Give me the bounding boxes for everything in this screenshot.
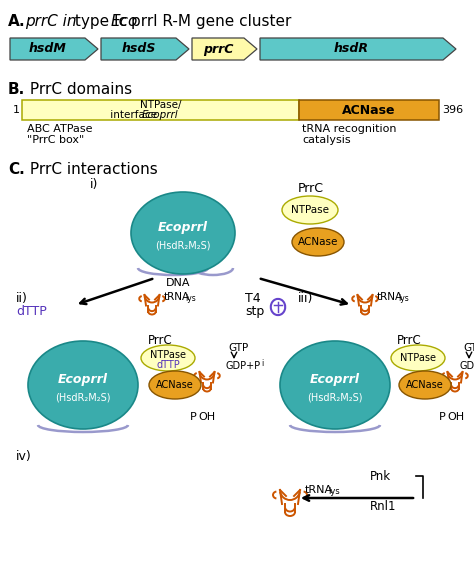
Text: GTP: GTP	[228, 343, 248, 353]
Text: Pnk: Pnk	[370, 469, 391, 483]
Text: NTPase: NTPase	[291, 205, 329, 215]
Text: GDP+P: GDP+P	[460, 361, 474, 371]
Text: PrrC: PrrC	[298, 181, 324, 195]
Text: PrrC: PrrC	[148, 333, 173, 346]
Ellipse shape	[149, 371, 201, 399]
Text: stp: stp	[245, 305, 264, 318]
Text: GDP+P: GDP+P	[226, 361, 261, 371]
Text: P: P	[190, 412, 196, 422]
Ellipse shape	[28, 341, 138, 429]
Text: P: P	[438, 412, 446, 422]
Text: PrrC interactions: PrrC interactions	[25, 162, 158, 177]
Text: interface: interface	[107, 110, 157, 120]
Text: ACNase: ACNase	[342, 104, 396, 117]
Text: iii): iii)	[298, 292, 313, 305]
Text: hsdS: hsdS	[121, 43, 155, 55]
Ellipse shape	[282, 196, 338, 224]
Ellipse shape	[292, 228, 344, 256]
Text: tRNA: tRNA	[164, 292, 190, 302]
Bar	[299, 100, 439, 120]
Text: ACNase: ACNase	[156, 380, 194, 390]
Text: Ecoprrl: Ecoprrl	[142, 110, 179, 120]
Text: (HsdR₂M₂S): (HsdR₂M₂S)	[307, 392, 363, 402]
Text: 396: 396	[442, 105, 463, 115]
Text: PrrC: PrrC	[397, 333, 422, 346]
Text: dTTP: dTTP	[156, 360, 180, 370]
Text: lys: lys	[398, 294, 409, 303]
Text: i): i)	[90, 178, 99, 191]
Text: i: i	[261, 359, 263, 367]
Text: OH: OH	[447, 412, 465, 422]
Text: hsdR: hsdR	[334, 43, 369, 55]
Text: "PrrC box": "PrrC box"	[27, 135, 84, 145]
Text: NTPase: NTPase	[400, 353, 436, 363]
Text: ABC ATPase: ABC ATPase	[27, 124, 92, 134]
Text: Rnl1: Rnl1	[370, 500, 396, 513]
Text: hsdM: hsdM	[28, 43, 66, 55]
Text: lys: lys	[185, 294, 196, 303]
Text: dTTP: dTTP	[16, 305, 47, 318]
Text: Eco: Eco	[111, 14, 138, 29]
Ellipse shape	[399, 371, 451, 399]
Ellipse shape	[131, 192, 235, 274]
Text: OH: OH	[199, 412, 216, 422]
Text: type Ic: type Ic	[70, 14, 132, 29]
Text: DNA: DNA	[166, 278, 190, 288]
Text: (HsdR₂M₂S): (HsdR₂M₂S)	[55, 392, 111, 402]
Text: iv): iv)	[16, 450, 32, 463]
Ellipse shape	[391, 345, 445, 371]
Bar	[22, 100, 299, 120]
Polygon shape	[192, 38, 257, 60]
Text: GTP: GTP	[463, 343, 474, 353]
Text: lys: lys	[328, 487, 340, 496]
Text: 1: 1	[13, 105, 20, 115]
Text: ACNase: ACNase	[406, 380, 444, 390]
Text: PrrC domains: PrrC domains	[25, 82, 132, 97]
Text: prrC in: prrC in	[25, 14, 76, 29]
Text: tRNA: tRNA	[377, 292, 403, 302]
Text: NTPase: NTPase	[150, 350, 186, 360]
Text: prrC: prrC	[203, 43, 233, 55]
Text: Ecoprrl: Ecoprrl	[58, 374, 108, 387]
Text: ACNase: ACNase	[298, 237, 338, 247]
Polygon shape	[101, 38, 189, 60]
Text: tRNA: tRNA	[305, 485, 333, 495]
Ellipse shape	[141, 345, 195, 371]
Polygon shape	[10, 38, 98, 60]
Text: NTPase/: NTPase/	[140, 100, 181, 110]
Polygon shape	[260, 38, 456, 60]
Text: prrl R-M gene cluster: prrl R-M gene cluster	[131, 14, 292, 29]
Text: C.: C.	[8, 162, 25, 177]
Text: ii): ii)	[16, 292, 28, 305]
Text: T4: T4	[245, 292, 261, 305]
Text: catalysis: catalysis	[302, 135, 351, 145]
Text: B.: B.	[8, 82, 25, 97]
Text: tRNA recognition: tRNA recognition	[302, 124, 396, 134]
Text: Ecoprrl: Ecoprrl	[158, 222, 208, 234]
Text: A.: A.	[8, 14, 26, 29]
Ellipse shape	[280, 341, 390, 429]
Text: Ecoprrl: Ecoprrl	[310, 374, 360, 387]
Text: (HsdR₂M₂S): (HsdR₂M₂S)	[155, 240, 211, 250]
